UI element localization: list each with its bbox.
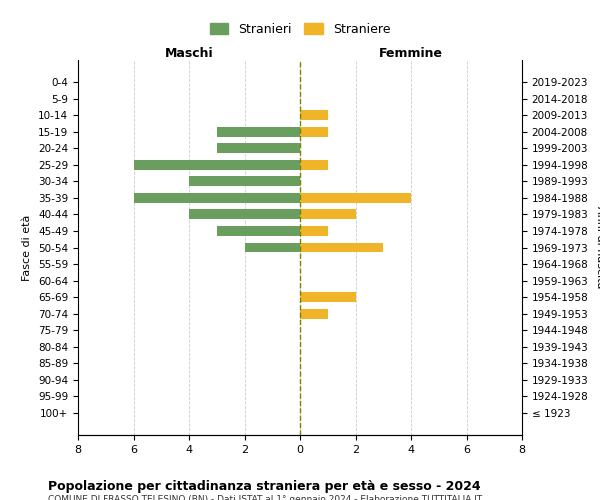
Bar bbox=[300, 210, 355, 220]
Bar bbox=[245, 242, 300, 252]
Y-axis label: Anni di nascita: Anni di nascita bbox=[595, 206, 600, 289]
Bar bbox=[300, 242, 383, 252]
Bar bbox=[300, 226, 328, 236]
Bar bbox=[300, 292, 355, 302]
Bar bbox=[300, 126, 328, 136]
Bar bbox=[300, 160, 328, 170]
Bar bbox=[133, 193, 300, 203]
Text: Maschi: Maschi bbox=[164, 48, 214, 60]
Bar bbox=[300, 193, 411, 203]
Legend: Stranieri, Straniere: Stranieri, Straniere bbox=[205, 18, 395, 40]
Bar bbox=[189, 210, 300, 220]
Bar bbox=[300, 308, 328, 318]
Y-axis label: Fasce di età: Fasce di età bbox=[22, 214, 32, 280]
Text: Popolazione per cittadinanza straniera per età e sesso - 2024: Popolazione per cittadinanza straniera p… bbox=[48, 480, 481, 493]
Bar bbox=[217, 226, 300, 236]
Bar bbox=[217, 126, 300, 136]
Text: Femmine: Femmine bbox=[379, 48, 443, 60]
Bar bbox=[133, 160, 300, 170]
Text: COMUNE DI FRASSO TELESINO (BN) - Dati ISTAT al 1° gennaio 2024 - Elaborazione TU: COMUNE DI FRASSO TELESINO (BN) - Dati IS… bbox=[48, 495, 482, 500]
Bar bbox=[189, 176, 300, 186]
Bar bbox=[300, 110, 328, 120]
Bar bbox=[217, 143, 300, 153]
